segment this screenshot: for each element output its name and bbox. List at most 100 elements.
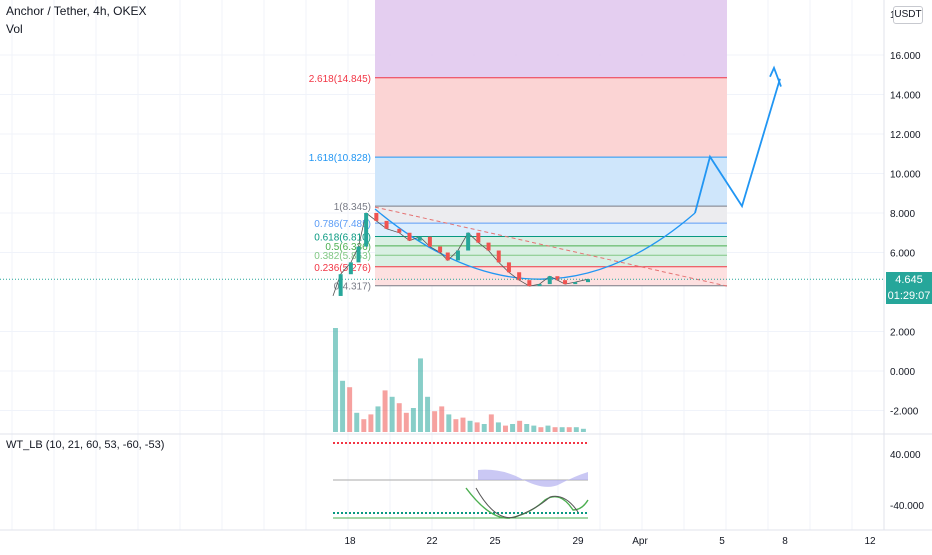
fib-level-label: 0.618(6.810) (314, 233, 371, 244)
volume-bar (382, 390, 388, 432)
volume-bar (361, 419, 367, 432)
y-tick-label: 16.000 (890, 51, 921, 62)
volume-bar (418, 358, 423, 432)
indicator-tick-label: -40.000 (890, 501, 924, 512)
candle (356, 246, 361, 263)
indicator-tick-label: 40.000 (890, 450, 921, 461)
volume-bar (566, 427, 572, 432)
y-tick-label: 6.000 (890, 249, 915, 260)
fib-level-label: 1(8.345) (334, 202, 371, 213)
volume-bar (552, 427, 558, 432)
zone-above-2618 (375, 0, 727, 78)
y-tick-label: -2.000 (890, 407, 919, 418)
volume-bar (368, 414, 374, 432)
candle (547, 276, 552, 285)
wavetrend-indicator (0, 433, 932, 519)
fib-level-label: 2.618(14.845) (309, 74, 371, 85)
x-tick-label: 5 (719, 536, 725, 547)
projection-path (694, 78, 781, 214)
candle (586, 279, 590, 283)
fib-level-label: 1.618(10.828) (309, 153, 371, 164)
volume-bar (453, 419, 459, 432)
volume-bar (531, 425, 537, 432)
candle (384, 220, 389, 229)
volume-bar (580, 428, 586, 432)
volume-bar (503, 425, 508, 432)
volume-bar (510, 424, 516, 432)
fibonacci-zones (375, 0, 727, 286)
volume-bar (340, 380, 346, 432)
volume-bars (333, 328, 586, 432)
volume-bar (538, 427, 544, 432)
volume-label: Vol (6, 22, 23, 36)
volume-bar (446, 414, 452, 432)
candle (455, 250, 460, 261)
x-tick-label: 29 (572, 536, 584, 547)
x-tick-label: 18 (344, 536, 356, 547)
volume-bar (439, 406, 445, 432)
y-tick-label: 10.000 (890, 170, 921, 181)
zone-0618-0236 (375, 236, 727, 267)
candle (397, 228, 402, 233)
candle (364, 213, 369, 247)
volume-bar (389, 396, 395, 432)
candle (466, 232, 471, 251)
candle (563, 280, 568, 285)
volume-bar (410, 408, 416, 432)
candle (573, 282, 578, 285)
volume-bar (517, 420, 523, 432)
volume-bar (396, 403, 402, 432)
y-tick-label: 12.000 (890, 130, 921, 141)
volume-bar (524, 424, 530, 432)
wt-line-1 (465, 487, 589, 519)
x-tick-label: 8 (782, 536, 788, 547)
volume-bar (481, 424, 487, 432)
volume-bar (354, 412, 360, 432)
volume-bar (460, 417, 466, 432)
candle (476, 232, 481, 243)
currency-selector-button[interactable]: USDT (893, 6, 923, 24)
candle (506, 262, 511, 273)
zone-1-0786 (375, 206, 727, 224)
indicator-label: WT_LB (10, 21, 60, 53, -60, -53) (6, 439, 165, 451)
candle (407, 232, 412, 241)
x-tick-label: 12 (864, 536, 876, 547)
zone-2618-1618 (375, 77, 727, 158)
candle (486, 242, 491, 251)
last-price-tag: 4.645 (886, 272, 932, 288)
y-tick-label: 2.000 (890, 328, 915, 339)
volume-bar (425, 396, 431, 432)
volume-bar (488, 414, 494, 432)
candle (338, 274, 343, 296)
projection-arrowhead (769, 65, 782, 87)
x-tick-label: 25 (489, 536, 501, 547)
volume-bar (495, 422, 501, 432)
volume-bar (347, 387, 353, 432)
candle (374, 213, 379, 221)
candle (496, 250, 501, 263)
fib-level-label: 0.236(5.276) (314, 263, 371, 274)
volume-bar (375, 406, 381, 432)
fib-level-label: 0.786(7.485) (314, 219, 371, 230)
candle (517, 272, 522, 281)
volume-bar (573, 427, 579, 432)
countdown-tag: 01:29:07 (886, 288, 932, 304)
wt-line-2 (475, 487, 579, 519)
volume-bar (467, 420, 473, 432)
volume-bar (559, 427, 565, 432)
x-tick-label: 22 (426, 536, 438, 547)
candle (527, 280, 532, 287)
candle (427, 236, 432, 247)
fib-level-label: 0.382(5.863) (314, 251, 371, 262)
zone-0786-0618 (375, 223, 727, 237)
candle (537, 284, 542, 287)
volume-bar (333, 328, 338, 432)
volume-bar (432, 411, 438, 432)
candle (417, 236, 422, 241)
fibonacci-labels: 2.618(14.845) 1.618(10.828) 1(8.345) 0.786(… (309, 74, 727, 293)
y-tick-label: 0.000 (890, 367, 915, 378)
fib-level-label: 0(4.317) (334, 282, 371, 293)
